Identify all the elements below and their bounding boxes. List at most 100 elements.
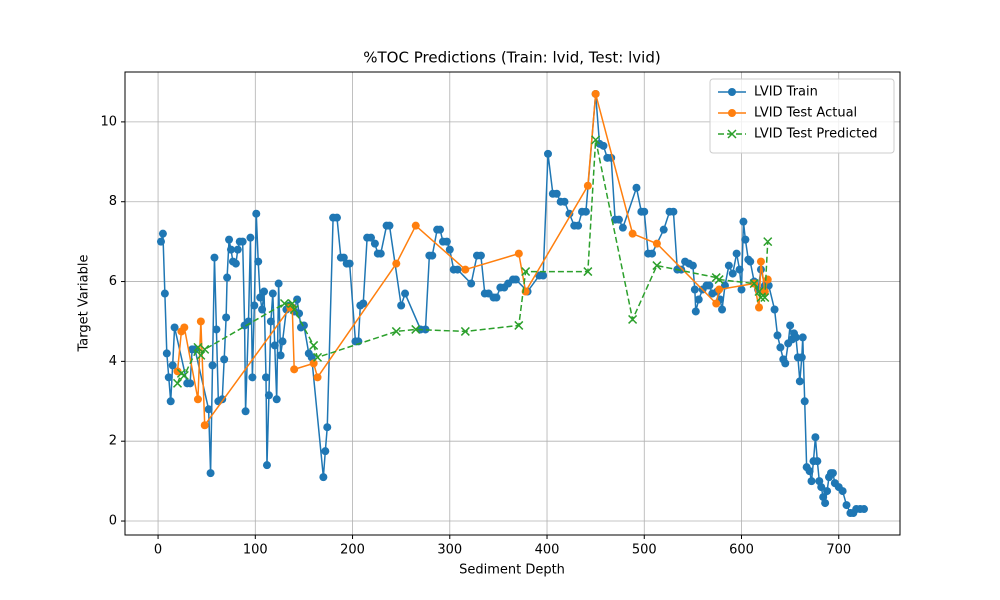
marker	[158, 229, 167, 238]
marker	[160, 289, 169, 298]
marker	[266, 317, 275, 326]
marker	[705, 281, 714, 290]
legend-label: LVID Test Predicted	[754, 127, 877, 142]
x-tick-label: 400	[535, 543, 560, 558]
marker	[162, 349, 171, 358]
marker	[492, 293, 501, 302]
marker	[345, 259, 354, 268]
marker-x	[756, 292, 766, 303]
marker	[220, 355, 229, 364]
marker	[811, 433, 820, 442]
legend-label: LVID Train	[754, 85, 818, 100]
marker-x	[196, 350, 206, 360]
marker-x	[200, 344, 210, 354]
marker-x	[287, 298, 297, 309]
marker	[838, 487, 847, 496]
marker	[256, 293, 265, 302]
marker	[591, 89, 600, 98]
marker	[260, 287, 269, 296]
marker	[186, 379, 195, 388]
marker	[261, 373, 270, 382]
marker	[860, 505, 869, 514]
marker	[250, 301, 259, 310]
marker	[212, 325, 221, 334]
marker	[262, 461, 271, 470]
marker	[821, 499, 830, 508]
legend: LVID Train LVID Test Actual LVID Test Pred…	[709, 78, 895, 154]
marker	[770, 305, 779, 314]
marker	[173, 367, 182, 376]
marker	[800, 397, 809, 406]
marker	[397, 301, 406, 310]
marker	[270, 341, 279, 350]
x-tick-label: 500	[632, 543, 657, 558]
marker	[728, 269, 737, 278]
legend-marker	[727, 129, 737, 139]
marker-x	[391, 326, 401, 336]
marker	[445, 245, 454, 254]
marker	[309, 359, 318, 368]
marker	[453, 265, 462, 274]
marker	[581, 207, 590, 216]
marker	[718, 305, 727, 314]
marker	[180, 323, 189, 332]
marker	[652, 239, 661, 248]
marker	[461, 265, 470, 274]
marker	[560, 197, 569, 206]
y-tick-label: 0	[109, 514, 117, 529]
marker	[164, 373, 173, 382]
marker	[226, 245, 235, 254]
marker	[238, 237, 247, 246]
marker	[268, 289, 277, 298]
legend-marker	[728, 88, 736, 96]
marker	[166, 397, 175, 406]
marker	[193, 395, 202, 404]
marker	[776, 343, 785, 352]
marker	[735, 265, 744, 274]
marker	[421, 325, 430, 334]
marker	[278, 337, 287, 346]
x-tick-label: 0	[154, 543, 162, 558]
marker	[795, 377, 804, 386]
marker	[411, 221, 420, 230]
marker	[442, 237, 451, 246]
marker	[428, 251, 437, 260]
marker	[233, 245, 242, 254]
marker	[225, 235, 234, 244]
marker	[739, 217, 748, 226]
marker	[574, 221, 583, 230]
marker	[210, 253, 219, 262]
marker	[677, 265, 686, 274]
y-tick-label: 6	[109, 274, 117, 289]
marker	[246, 233, 255, 242]
marker	[252, 209, 261, 218]
marker	[511, 275, 520, 284]
marker	[319, 473, 328, 482]
marker	[376, 249, 385, 258]
marker	[640, 207, 649, 216]
marker	[614, 215, 623, 224]
marker	[712, 299, 721, 308]
marker	[248, 373, 257, 382]
marker-x	[309, 340, 319, 350]
marker-x	[652, 261, 662, 271]
marker-x	[760, 292, 770, 303]
marker	[339, 253, 348, 262]
marker	[688, 261, 697, 270]
marker	[401, 289, 410, 298]
marker	[565, 209, 574, 218]
marker	[694, 295, 703, 304]
marker	[763, 275, 772, 284]
marker	[798, 333, 807, 342]
marker	[813, 457, 822, 466]
marker	[805, 467, 814, 476]
marker	[392, 259, 401, 268]
marker	[781, 359, 790, 368]
marker	[359, 299, 368, 308]
marker	[807, 477, 816, 486]
marker	[514, 249, 523, 258]
marker-x	[313, 352, 323, 362]
marker	[732, 249, 741, 258]
x-tick-label: 100	[243, 543, 268, 558]
